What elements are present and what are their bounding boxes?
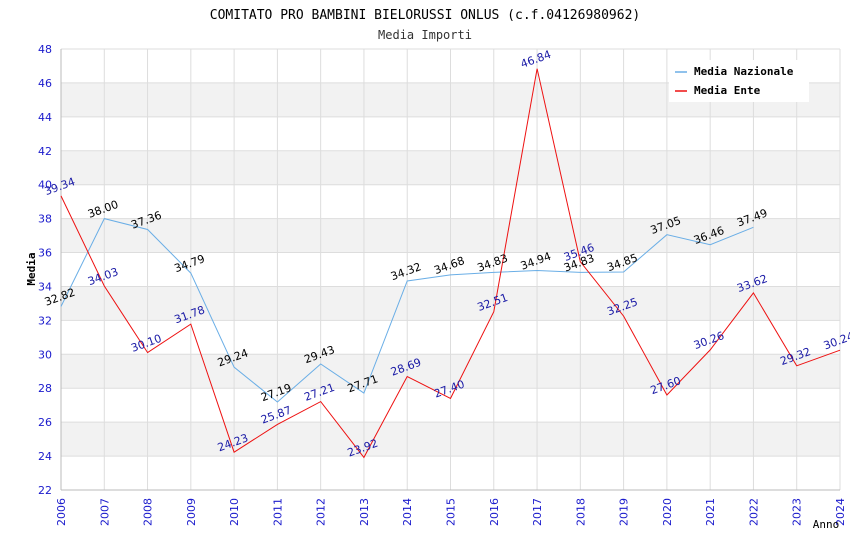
series-line-media-ente <box>60 68 841 459</box>
y-tick-label-42: 42 <box>38 145 52 158</box>
x-tick-label-2020: 2020 <box>661 498 674 526</box>
chart-title: COMITATO PRO BAMBINI BIELORUSSI ONLUS (c… <box>210 8 640 23</box>
x-tick-label-2006: 2006 <box>55 498 68 526</box>
y-tick-label-34: 34 <box>38 280 52 293</box>
legend-label-media-nazionale: Media Nazionale <box>694 65 794 78</box>
y-tick-label-26: 26 <box>38 416 52 429</box>
series-lines <box>60 68 841 459</box>
x-axis-label: Anno <box>813 518 840 531</box>
x-tick-label-2009: 2009 <box>185 498 198 526</box>
y-tick-label-48: 48 <box>38 43 52 56</box>
y-tick-label-46: 46 <box>38 77 52 90</box>
legend: Media Nazionale Media Ente <box>669 60 809 102</box>
x-tick-label-2024: 2024 <box>834 498 847 526</box>
y-tick-label-32: 32 <box>38 314 52 327</box>
y-tick-label-36: 36 <box>38 247 52 260</box>
x-tick-label-2014: 2014 <box>401 498 414 526</box>
legend-box <box>669 60 809 102</box>
x-tick-label-2013: 2013 <box>358 498 371 526</box>
y-tick-label-40: 40 <box>38 179 52 192</box>
y-tick-label-22: 22 <box>38 484 52 497</box>
x-tick-label-2016: 2016 <box>488 498 501 526</box>
x-tick-label-2019: 2019 <box>618 498 631 526</box>
legend-label-media-ente: Media Ente <box>694 84 761 97</box>
axes <box>60 49 840 491</box>
series-line-media-nazionale <box>60 218 754 403</box>
chart-subtitle: Media Importi <box>378 28 472 42</box>
x-tick-label-2007: 2007 <box>98 498 111 526</box>
x-tick-label-2017: 2017 <box>531 498 544 526</box>
x-tick-label-2023: 2023 <box>791 498 804 526</box>
x-tick-label-2018: 2018 <box>574 498 587 526</box>
x-tick-label-2012: 2012 <box>315 498 328 526</box>
x-tick-label-2022: 2022 <box>747 498 760 526</box>
y-tick-label-38: 38 <box>38 213 52 226</box>
tick-labels: 22 24 26 28 30 32 34 36 38 40 42 44 46 48 2006 2007 2008… <box>38 43 847 526</box>
x-tick-label-2015: 2015 <box>445 498 458 526</box>
x-tick-label-2010: 2010 <box>228 498 241 526</box>
y-tick-label-24: 24 <box>38 450 52 463</box>
x-tick-label-2011: 2011 <box>271 498 284 526</box>
y-tick-label-44: 44 <box>38 111 52 124</box>
y-tick-label-28: 28 <box>38 382 52 395</box>
x-tick-label-2008: 2008 <box>142 498 155 526</box>
y-axis-label: Media <box>25 252 38 285</box>
y-tick-label-30: 30 <box>38 348 52 361</box>
x-tick-label-2021: 2021 <box>704 498 717 526</box>
